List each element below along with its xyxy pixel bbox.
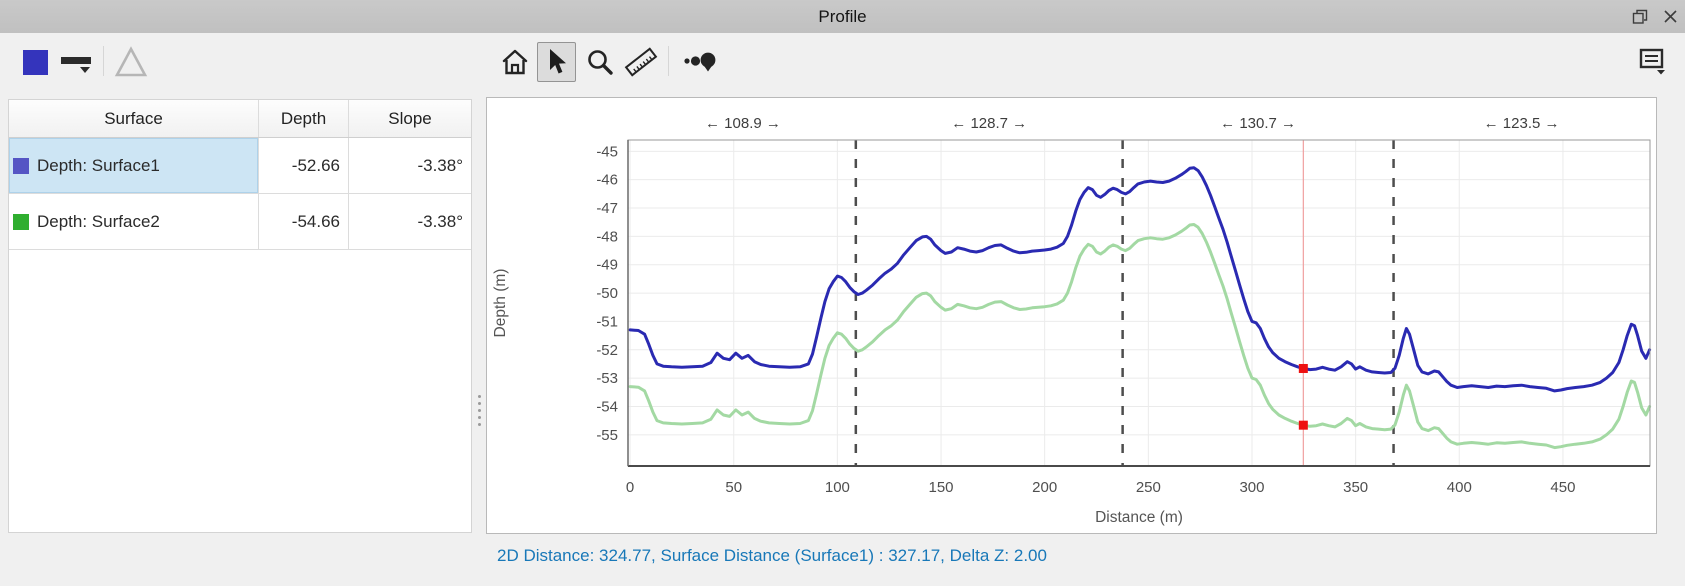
color-swatch-button[interactable] [17, 45, 53, 79]
x-tick-label: 450 [1550, 479, 1575, 496]
surface2-slope-value: -3.38° [417, 211, 463, 231]
column-header-slope[interactable]: Slope [388, 108, 432, 128]
ruler-icon [624, 46, 658, 78]
cursor-marker-surface2[interactable] [1298, 420, 1308, 430]
table-header: Surface Depth Slope [9, 100, 471, 138]
y-tick-label: -52 [596, 342, 618, 359]
home-icon [501, 48, 529, 76]
x-tick-label: 0 [626, 479, 634, 496]
x-tick-label: 200 [1032, 479, 1057, 496]
pointer-tool-button[interactable] [537, 42, 576, 82]
y-tick-label: -54 [596, 398, 618, 415]
y-tick-label: -47 [596, 200, 618, 217]
segment-length-label: ← 123.5 → [1484, 115, 1560, 132]
window-title: Profile [818, 6, 867, 26]
surface1-label: Depth: Surface1 [37, 155, 160, 175]
show-points-button[interactable] [678, 44, 722, 80]
y-tick-label: -49 [596, 257, 618, 274]
titlebar[interactable]: Profile [0, 0, 1685, 33]
measurement-status-text: 2D Distance: 324.77, Surface Distance (S… [497, 546, 1047, 565]
x-tick-label: 100 [825, 479, 850, 496]
panel-splitter[interactable] [472, 99, 486, 533]
x-tick-label: 50 [725, 479, 742, 496]
y-axis-title: Depth (m) [492, 269, 509, 338]
surface1-color-swatch [13, 157, 29, 174]
label-box-icon [1638, 47, 1668, 77]
close-icon[interactable] [1661, 8, 1679, 26]
surface2-depth-value: -54.66 [259, 194, 349, 249]
points-icon [682, 48, 718, 76]
toolbar-separator [103, 46, 104, 76]
x-tick-label: 300 [1239, 479, 1264, 496]
y-tick-label: -55 [596, 427, 618, 444]
segment-length-label: ← 108.9 → [705, 115, 781, 132]
line-width-dropdown[interactable] [56, 45, 98, 79]
y-tick-label: -50 [596, 285, 618, 302]
cursor-marker-surface1[interactable] [1298, 363, 1308, 373]
triangle-tool-button[interactable] [110, 43, 152, 81]
y-tick-label: -53 [596, 370, 618, 387]
magnifier-icon [586, 48, 614, 76]
table-row-surface1[interactable]: Depth: Surface1 -52.66 -3.38° [9, 138, 471, 194]
y-tick-label: -51 [596, 313, 618, 330]
profile-plot[interactable]: -45 -46 -47 -48 -49 -50 -51 -52 -53 -54 -55 0 50 100 1… [487, 98, 1656, 533]
home-button[interactable] [496, 44, 534, 80]
surface-table-panel: Surface Depth Slope Depth: Surface1 -52.… [8, 99, 472, 533]
surface2-label: Depth: Surface2 [37, 211, 160, 231]
x-tick-label: 350 [1343, 479, 1368, 496]
profile-chart-panel: -45 -46 -47 -48 -49 -50 -51 -52 -53 -54 -55 0 50 100 1… [486, 97, 1657, 534]
column-header-depth[interactable]: Depth [259, 100, 349, 137]
plot-border [627, 139, 1651, 467]
surface2-color-swatch [13, 213, 29, 230]
float-window-icon[interactable] [1631, 8, 1649, 26]
table-row-surface2[interactable]: Depth: Surface2 -54.66 -3.38° [9, 194, 471, 250]
surface1-slope-value: -3.38° [417, 155, 463, 175]
toolbar-separator [668, 46, 669, 76]
y-tick-label: -48 [596, 228, 618, 245]
x-axis-title: Distance (m) [1095, 509, 1183, 526]
triangle-icon [114, 46, 148, 78]
y-tick-label: -46 [596, 172, 618, 189]
column-header-surface[interactable]: Surface [9, 100, 259, 137]
y-tick-label: -45 [596, 143, 618, 160]
x-tick-label: 400 [1447, 479, 1472, 496]
label-box-dropdown-button[interactable] [1633, 44, 1673, 80]
x-tick-label: 150 [929, 479, 954, 496]
pointer-icon [545, 48, 569, 76]
surface1-depth-value: -52.66 [259, 138, 349, 193]
segment-length-label: ← 130.7 → [1220, 115, 1296, 132]
zoom-tool-button[interactable] [581, 44, 619, 80]
surface2-profile-line [628, 223, 1652, 450]
line-width-icon [60, 49, 94, 75]
measure-tool-button[interactable] [620, 44, 662, 80]
segment-length-label: ← 128.7 → [951, 115, 1027, 132]
color-swatch-icon [22, 49, 48, 75]
surface1-profile-line [628, 166, 1652, 393]
x-tick-label: 250 [1136, 479, 1161, 496]
